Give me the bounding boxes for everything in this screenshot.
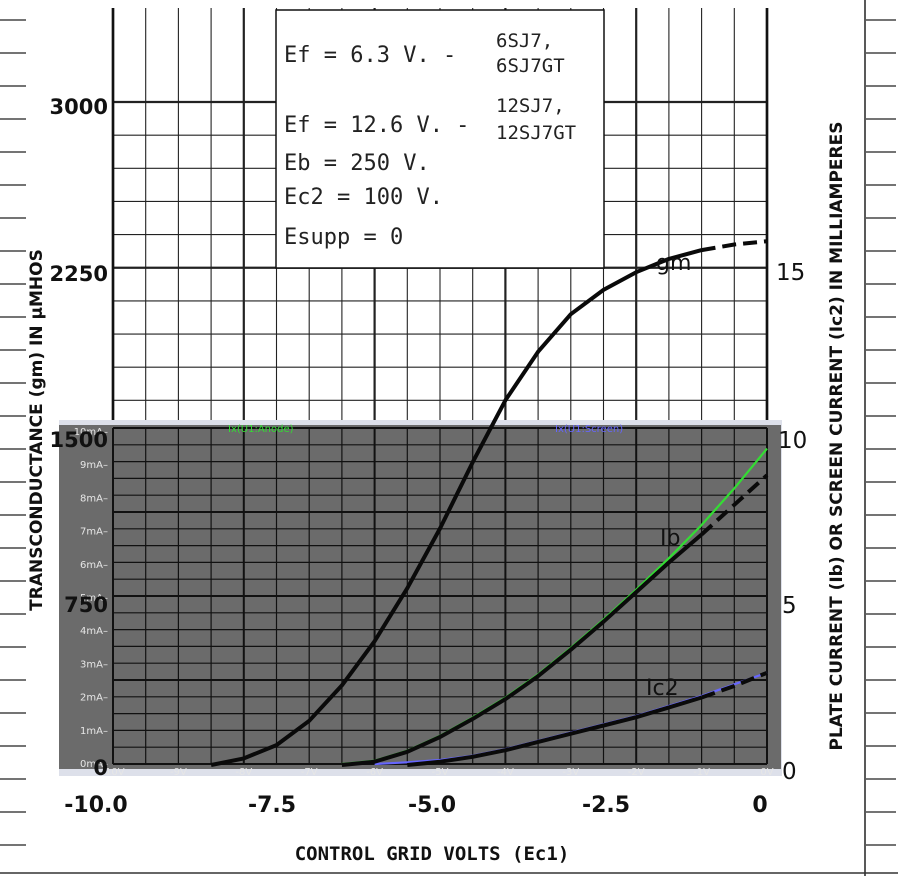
right-tick-15: 15 [776,260,805,286]
sim-y-tick-label: 7mA– [80,527,108,538]
sim-y-tick-label: 5mA– [80,593,108,604]
ib-curve-line [341,532,703,767]
sim-x-tick-label: -10V [101,767,124,778]
condition-line-3: Eb = 250 V. [284,151,430,176]
left-axis-ticks: 0 750 1500 2250 3000 [50,95,108,780]
sim-y-tick-label: 10mA– [74,427,108,438]
condition-line-2: Ef = 12.6 V. - [284,113,469,138]
x-tick-neg10: -10.0 [64,793,127,818]
right-tick-5: 5 [782,593,797,619]
sim-x-tick-label: -2V [628,767,645,778]
sim-x-tick-label: -8V [235,767,252,778]
sim-y-tick-label: 3mA– [80,659,108,670]
sim-y-tick-label: 9mA– [80,460,108,471]
ib-curve-label: Ib [660,526,680,551]
right-tick-0: 0 [782,759,797,785]
condition-line-1: Ef = 6.3 V. - [284,43,456,68]
right-axis-ticks: 0 5 10 15 [776,260,807,785]
left-tick-0: 0 [93,756,108,780]
sim-x-tick-label: -3V [562,767,579,778]
x-tick-0: 0 [752,793,767,818]
x-axis-title: CONTROL GRID VOLTS (Ec1) [295,843,570,865]
left-axis-title: TRANSCONDUCTANCE (gm) IN μMHOS [27,249,47,611]
condition-line-4: Ec2 = 100 V. [284,185,443,210]
sim-y-tick-label: 8mA– [80,493,108,504]
data-curves [210,239,769,767]
sim-x-tick-label: -6V [366,767,383,778]
sim-x-tick-label: -5V [432,767,449,778]
ic2-curve-line [407,695,703,767]
sim-y-tick-label: 6mA– [80,560,108,571]
sim-x-tick-label: -4V [497,767,514,778]
x-tick-neg5: -5.0 [408,793,456,818]
sim-y-tick-label: 4mA– [80,626,108,637]
ib-curve-dashed-extension [700,473,769,536]
gm-curve-dashed-extension [701,239,768,253]
x-tick-neg7_5: -7.5 [248,793,296,818]
condition-tube-2a: 12SJ7, [496,95,565,117]
gm-curve-label: gm [656,251,691,276]
sim-x-tick-label: -9V [170,767,187,778]
condition-line-5: Esupp = 0 [284,225,403,250]
sim-x-tick-label: -1V [693,767,710,778]
left-tick-3000: 3000 [50,95,108,119]
legend-screen-label: Ix(U1:Screen) [555,424,623,435]
conditions-box [275,9,605,269]
sim-y-tick-label: 2mA– [80,693,108,704]
left-tick-750: 750 [64,593,108,617]
ic2-curve-label: Ic2 [646,676,679,701]
condition-tube-1b: 6SJ7GT [496,55,565,77]
sim-y-tick-label: 0mA– [80,759,108,770]
sim-x-tick-label: -7V [301,767,318,778]
sim-x-tick-label: 0V [760,767,773,778]
simulator-x-ticks: -10V -9V -8V -7V -6V -5V -4V -3V -2V -1V 0V [101,767,773,778]
sim-y-tick-label: 1mA– [80,726,108,737]
x-axis-ticks: -10.0 -7.5 -5.0 -2.5 0 [64,793,767,818]
condition-tube-1a: 6SJ7, [496,30,553,52]
x-tick-neg2_5: -2.5 [582,793,630,818]
left-tick-1500: 1500 [50,428,108,452]
right-axis-title: PLATE CURRENT (Ib) OR SCREEN CURRENT (Ic… [827,122,847,751]
legend-anode-label: Ix(U1:Anode) [228,424,294,435]
simulator-grid [112,427,768,765]
right-tick-10: 10 [778,428,807,454]
left-tick-2250: 2250 [50,262,108,286]
ic2-curve-dashed-extension [700,670,768,700]
condition-tube-2b: 12SJ7GT [496,122,576,144]
simulator-y-ticks: 0mA– 1mA– 2mA– 3mA– 4mA– 5mA– 6mA– 7mA– 8mA– 9mA–… [74,427,108,770]
conditions-text: Ef = 6.3 V. - 6SJ7, 6SJ7GT Ef = 12.6 V. … [284,30,576,250]
gm-curve-line [210,248,703,767]
